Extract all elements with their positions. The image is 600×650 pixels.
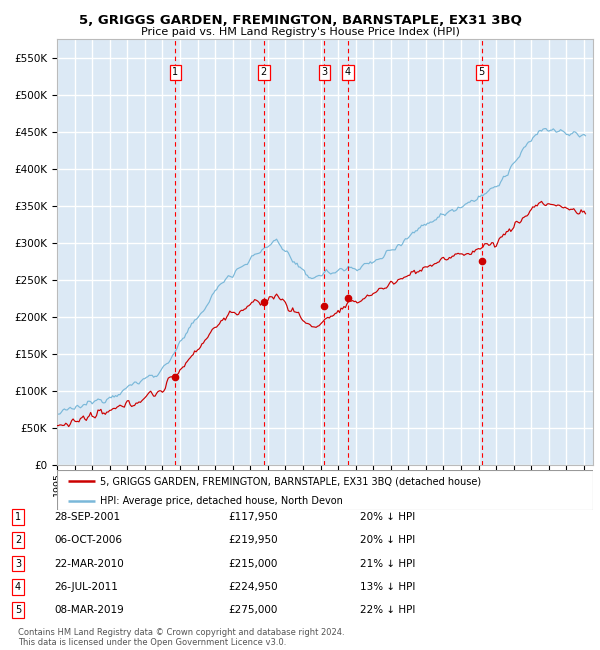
Text: 5, GRIGGS GARDEN, FREMINGTON, BARNSTAPLE, EX31 3BQ: 5, GRIGGS GARDEN, FREMINGTON, BARNSTAPLE… [79,14,521,27]
Text: 3: 3 [322,68,328,77]
Text: 3: 3 [15,558,21,569]
Text: 5, GRIGGS GARDEN, FREMINGTON, BARNSTAPLE, EX31 3BQ (detached house): 5, GRIGGS GARDEN, FREMINGTON, BARNSTAPLE… [100,476,481,486]
Text: £215,000: £215,000 [228,558,277,569]
Text: Price paid vs. HM Land Registry's House Price Index (HPI): Price paid vs. HM Land Registry's House … [140,27,460,37]
Text: 08-MAR-2019: 08-MAR-2019 [54,605,124,616]
Text: 1: 1 [172,68,178,77]
Text: £219,950: £219,950 [228,535,278,545]
Text: £275,000: £275,000 [228,605,277,616]
Text: HPI: Average price, detached house, North Devon: HPI: Average price, detached house, Nort… [100,497,343,506]
Text: 13% ↓ HPI: 13% ↓ HPI [360,582,415,592]
Text: Contains HM Land Registry data © Crown copyright and database right 2024.
This d: Contains HM Land Registry data © Crown c… [18,628,344,647]
Text: 5: 5 [479,68,485,77]
Text: 4: 4 [345,68,351,77]
Text: 21% ↓ HPI: 21% ↓ HPI [360,558,415,569]
Text: 26-JUL-2011: 26-JUL-2011 [54,582,118,592]
Text: 20% ↓ HPI: 20% ↓ HPI [360,535,415,545]
Text: 28-SEP-2001: 28-SEP-2001 [54,512,120,522]
Text: 06-OCT-2006: 06-OCT-2006 [54,535,122,545]
Text: £224,950: £224,950 [228,582,278,592]
Text: 1: 1 [15,512,21,522]
Text: 2: 2 [15,535,21,545]
Text: 2: 2 [260,68,267,77]
Text: 4: 4 [15,582,21,592]
Text: £117,950: £117,950 [228,512,278,522]
Text: 22-MAR-2010: 22-MAR-2010 [54,558,124,569]
Text: 20% ↓ HPI: 20% ↓ HPI [360,512,415,522]
Text: 5: 5 [15,605,21,616]
Text: 22% ↓ HPI: 22% ↓ HPI [360,605,415,616]
